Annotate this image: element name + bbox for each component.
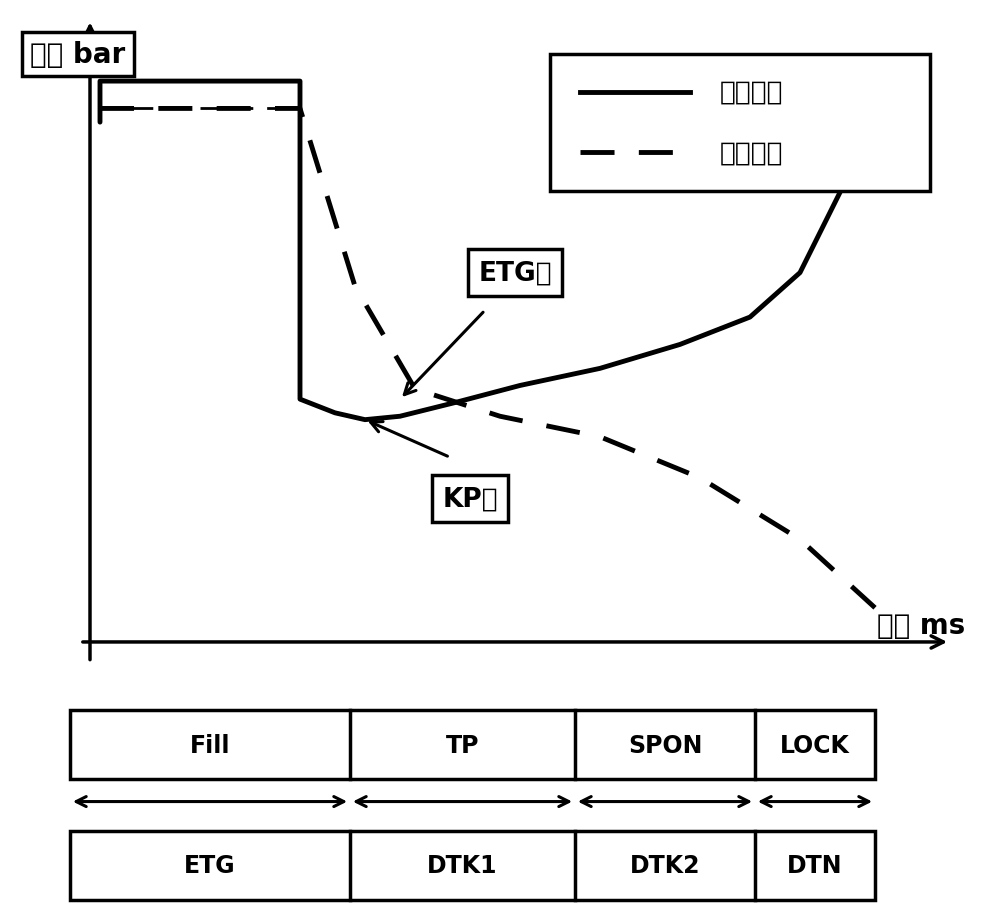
Bar	[70, 711, 875, 779]
Text: 放油曲线: 放油曲线	[720, 140, 784, 166]
Text: KP点: KP点	[442, 486, 498, 512]
Text: ETG点: ETG点	[478, 261, 552, 286]
Text: LOCK: LOCK	[780, 732, 850, 757]
Text: 时间 ms: 时间 ms	[877, 611, 965, 639]
Text: DTN: DTN	[787, 854, 843, 877]
Text: Fill: Fill	[190, 732, 230, 757]
Text: DTK2: DTK2	[630, 854, 700, 877]
Text: DTK1: DTK1	[427, 854, 498, 877]
Text: TP: TP	[446, 732, 479, 757]
Bar	[70, 831, 875, 900]
Text: ETG: ETG	[184, 854, 236, 877]
Text: SPON: SPON	[628, 732, 702, 757]
Bar	[550, 55, 930, 191]
Text: 压力 bar: 压力 bar	[30, 41, 125, 69]
Text: 充油曲线: 充油曲线	[720, 80, 784, 106]
